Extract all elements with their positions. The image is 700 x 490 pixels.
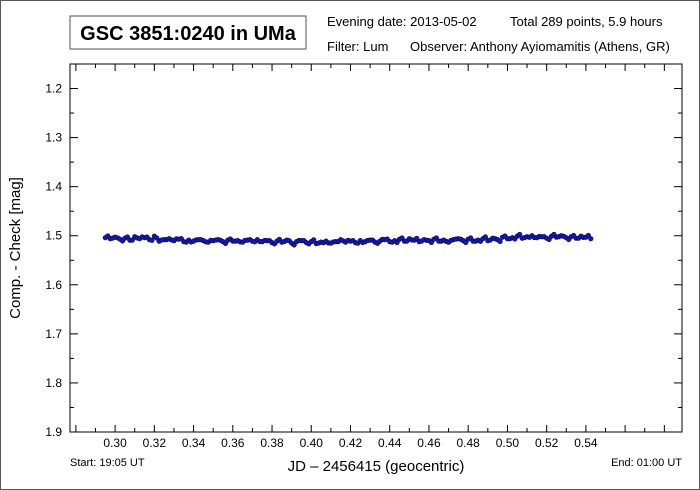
start-time: Start: 19:05 UT <box>70 457 145 469</box>
filter-label: Filter: Lum <box>327 39 388 54</box>
y-tick-label: 1.9 <box>45 425 62 439</box>
y-tick-label: 1.7 <box>45 327 62 341</box>
x-tick-label: 0.34 <box>182 436 206 450</box>
x-tick-label: 0.52 <box>535 436 559 450</box>
chart-title: GSC 3851:0240 in UMa <box>80 23 297 45</box>
title-box <box>69 15 307 50</box>
end-time: End: 01:00 UT <box>611 457 682 469</box>
y-tick-label: 1.3 <box>45 131 62 145</box>
x-tick-label: 0.42 <box>339 436 363 450</box>
x-tick-label: 0.30 <box>103 436 127 450</box>
data-point <box>517 231 523 238</box>
x-tick-label: 0.36 <box>221 436 245 450</box>
x-tick-label: 0.38 <box>260 436 284 450</box>
x-axis-label: JD – 2456415 (geocentric) <box>288 458 465 475</box>
x-tick-label: 0.54 <box>574 436 598 450</box>
plot-frame <box>69 63 683 433</box>
x-tick-label: 0.50 <box>496 436 520 450</box>
y-tick-label: 1.5 <box>45 229 62 243</box>
y-tick-label: 1.6 <box>45 278 62 292</box>
x-tick-label: 0.40 <box>300 436 324 450</box>
evening-date: Evening date: 2013-05-02 <box>327 14 477 29</box>
data-point <box>497 238 503 245</box>
total-points: Total 289 points, 5.9 hours <box>510 14 663 29</box>
x-tick-label: 0.48 <box>457 436 481 450</box>
data-point <box>482 234 488 240</box>
y-axis-label: Comp. - Check [mag] <box>7 177 24 319</box>
y-tick-label: 1.4 <box>45 180 62 194</box>
data-point <box>311 237 317 243</box>
y-tick-label: 1.2 <box>45 82 62 96</box>
data-point <box>588 236 594 242</box>
x-tick-label: 0.44 <box>378 436 402 450</box>
y-tick-label: 1.8 <box>45 376 62 390</box>
x-tick-label: 0.46 <box>417 436 441 450</box>
x-tick-label: 0.32 <box>143 436 167 450</box>
data-point <box>149 237 155 243</box>
data-point <box>129 237 135 243</box>
observer-label: Observer: Anthony Ayiomamitis (Athens, G… <box>410 39 670 54</box>
